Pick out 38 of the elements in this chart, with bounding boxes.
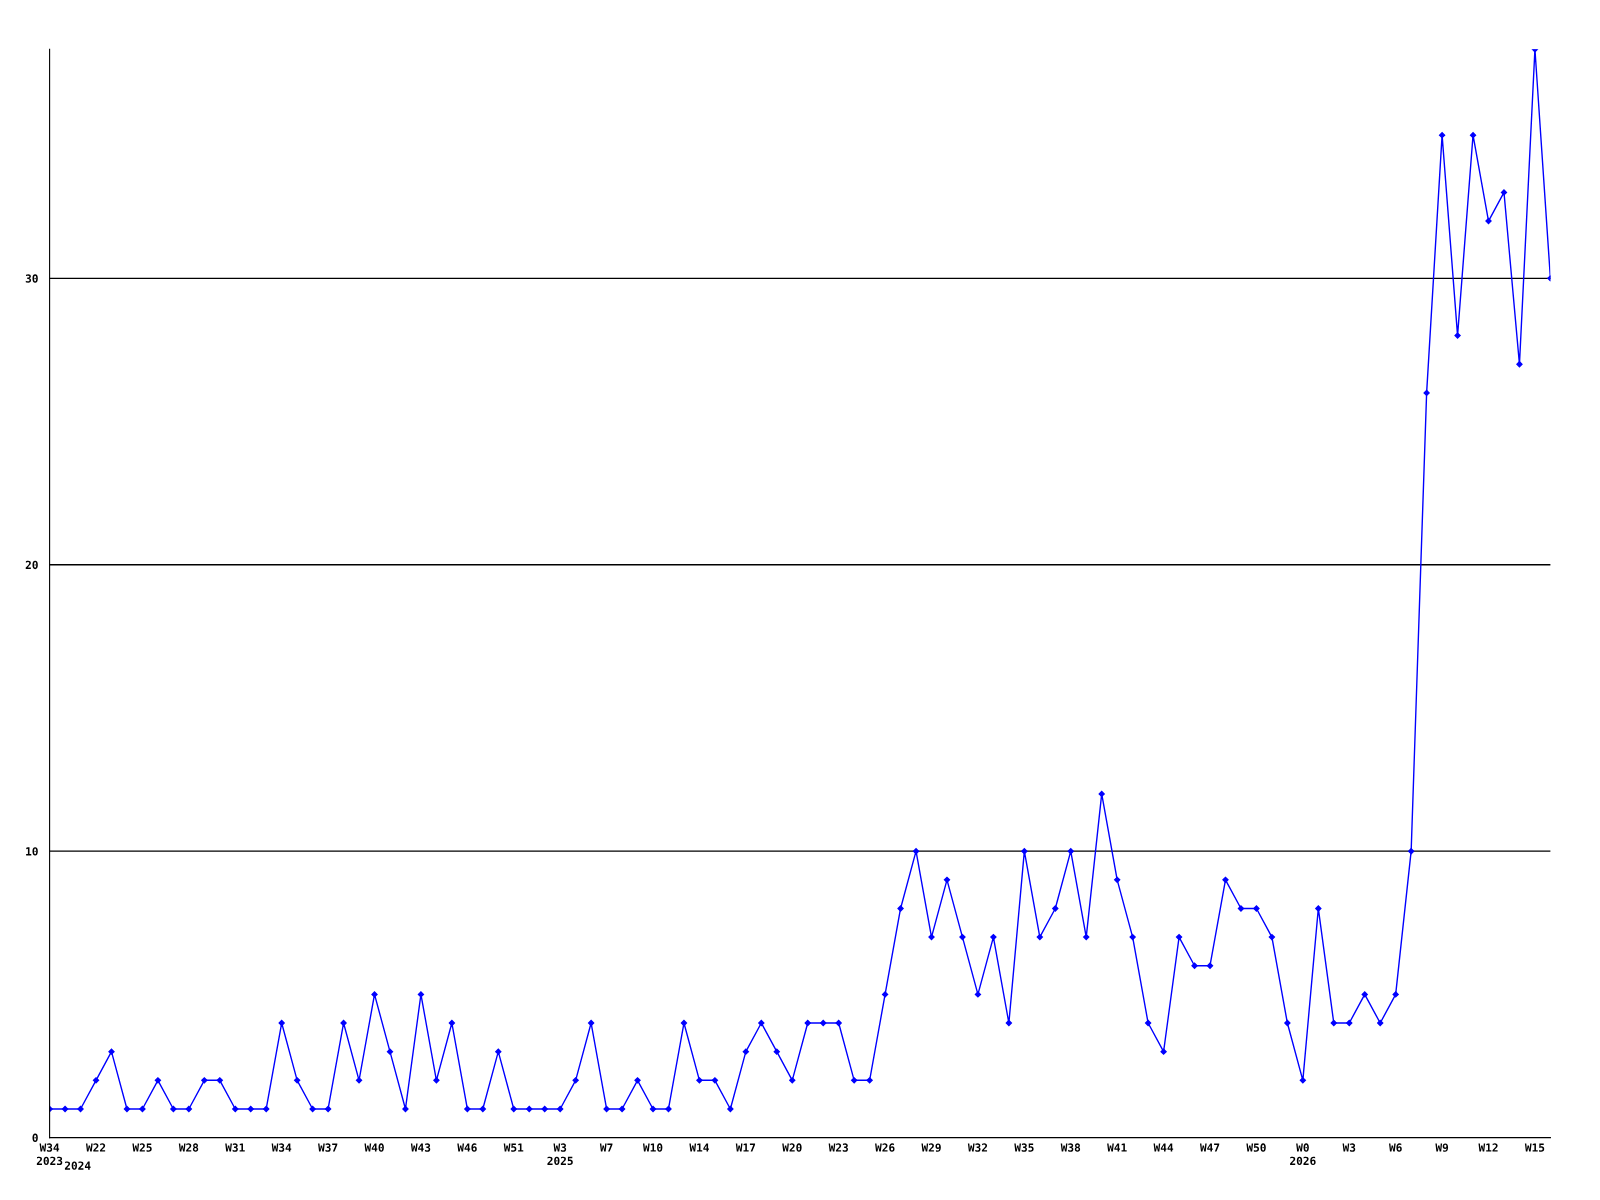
x-tick-label: W17	[735, 1143, 756, 1152]
x-tick-label: W35	[1014, 1143, 1034, 1152]
x-tick-label: W12	[1478, 1143, 1498, 1152]
x-tick-label: W9	[1435, 1143, 1449, 1152]
x-tick-label: W37	[318, 1143, 338, 1152]
x-tick-label: W0 2026	[1290, 1143, 1316, 1166]
x-tick-label: W38	[1060, 1143, 1081, 1152]
x-tick-label: W50	[1246, 1143, 1266, 1152]
x-tick-label: W23	[828, 1143, 848, 1152]
x-tick-label: W32	[967, 1143, 988, 1152]
x-tick-label: W44	[1153, 1143, 1174, 1152]
y-tick-label: 10	[26, 847, 38, 856]
x-tick-label: W6	[1388, 1143, 1402, 1152]
x-tick-label: W46	[457, 1143, 477, 1152]
x-tick-label: W3	[1342, 1143, 1356, 1152]
x-tick-label: W10	[642, 1143, 663, 1152]
x-tick-label: W47	[1199, 1143, 1220, 1152]
x-tick-label: W20	[782, 1143, 802, 1152]
x-tick-label: W31	[225, 1143, 245, 1152]
x-tick-label: W28	[178, 1143, 199, 1152]
x-tick-label: W26	[875, 1143, 895, 1152]
x-tick-label: W51	[503, 1143, 524, 1152]
y-tick-label: 30	[25, 274, 38, 283]
x-tick-label: W43	[410, 1143, 431, 1152]
x-tick-label: W7	[599, 1143, 613, 1152]
x-tick-label: W34 2023	[36, 1143, 63, 1166]
x-tick-label: W15	[1524, 1143, 1545, 1152]
x-tick-label: W34	[271, 1143, 292, 1152]
y-tick-label: 0	[32, 1133, 38, 1142]
x-tick-label: W14	[689, 1143, 709, 1152]
x-tick-label: W29	[921, 1143, 941, 1152]
x-tick-label: W3 2025	[547, 1143, 573, 1166]
x-tick-label: W22	[85, 1143, 106, 1152]
x-tick-label: W40	[364, 1143, 384, 1152]
text: 2024	[64, 1161, 91, 1170]
y-tick-label: 20	[25, 560, 38, 570]
x-tick-label: W25	[132, 1143, 152, 1152]
x-tick-label: W41	[1107, 1143, 1127, 1152]
